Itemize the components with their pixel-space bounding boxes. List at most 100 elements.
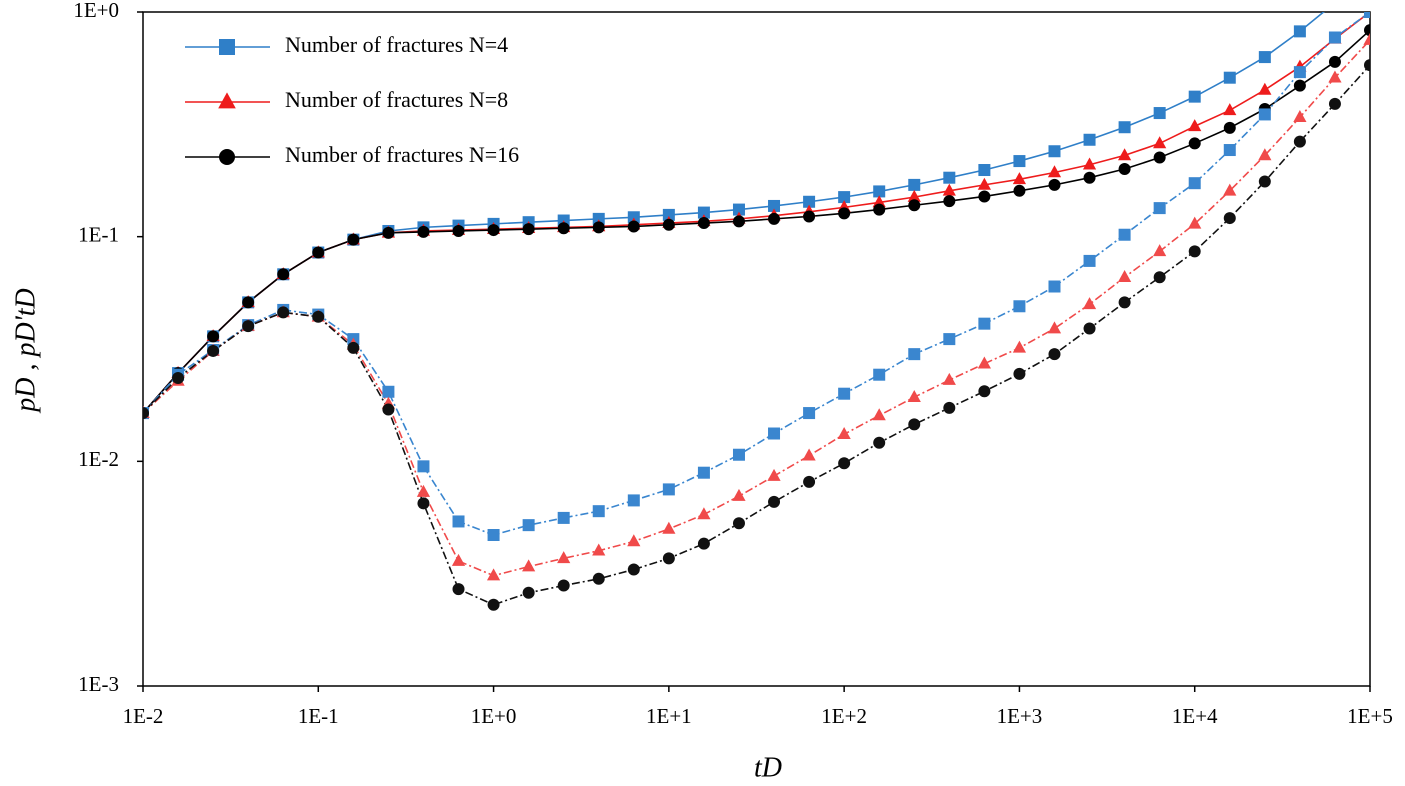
marker bbox=[767, 468, 781, 481]
marker bbox=[1328, 70, 1342, 83]
marker bbox=[1223, 183, 1237, 196]
marker bbox=[907, 389, 921, 402]
marker bbox=[838, 207, 851, 220]
marker bbox=[907, 189, 921, 202]
marker bbox=[382, 403, 395, 416]
marker bbox=[627, 494, 640, 507]
marker bbox=[1047, 165, 1062, 178]
x-axis-label: tD bbox=[754, 752, 782, 783]
marker bbox=[732, 488, 746, 501]
marker bbox=[768, 495, 781, 508]
marker bbox=[627, 220, 640, 233]
marker bbox=[1153, 136, 1167, 149]
marker bbox=[697, 537, 710, 550]
marker bbox=[1258, 148, 1272, 161]
marker bbox=[1048, 145, 1061, 158]
plot-area bbox=[143, 12, 1370, 611]
marker bbox=[1364, 24, 1370, 37]
marker bbox=[732, 215, 745, 228]
marker bbox=[1083, 322, 1096, 335]
marker bbox=[662, 552, 675, 565]
marker bbox=[277, 306, 290, 319]
marker bbox=[312, 246, 325, 259]
marker bbox=[1328, 55, 1341, 68]
marker bbox=[242, 296, 255, 309]
marker bbox=[312, 310, 325, 323]
marker bbox=[592, 221, 605, 234]
marker bbox=[592, 572, 605, 585]
marker bbox=[1223, 144, 1236, 157]
marker bbox=[1118, 163, 1131, 176]
marker bbox=[522, 586, 535, 599]
marker bbox=[1363, 32, 1370, 45]
marker bbox=[978, 385, 991, 398]
marker bbox=[1293, 135, 1306, 148]
series-line bbox=[143, 64, 1370, 606]
marker bbox=[1117, 270, 1132, 283]
marker bbox=[416, 484, 431, 497]
marker bbox=[487, 529, 500, 542]
marker bbox=[452, 224, 465, 237]
marker bbox=[873, 436, 886, 449]
marker bbox=[1188, 137, 1201, 150]
marker bbox=[207, 344, 220, 357]
marker bbox=[768, 212, 781, 225]
marker bbox=[1293, 66, 1306, 79]
x-tick-label: 1E+1 bbox=[646, 704, 692, 728]
marker bbox=[1013, 184, 1026, 197]
marker bbox=[1118, 228, 1131, 241]
marker bbox=[943, 333, 956, 346]
marker bbox=[592, 505, 605, 518]
marker bbox=[943, 401, 956, 414]
y-tick-label: 1E+0 bbox=[73, 0, 119, 22]
marker bbox=[557, 551, 571, 564]
marker bbox=[1083, 133, 1096, 146]
marker bbox=[1188, 90, 1201, 103]
marker bbox=[487, 224, 500, 237]
marker bbox=[1293, 79, 1306, 92]
legend-marker bbox=[218, 92, 236, 109]
marker bbox=[1258, 175, 1271, 188]
marker bbox=[382, 385, 395, 398]
marker bbox=[172, 371, 185, 384]
marker bbox=[417, 460, 430, 473]
marker bbox=[557, 511, 570, 524]
marker bbox=[838, 191, 851, 204]
marker bbox=[1118, 121, 1131, 134]
marker bbox=[1153, 151, 1166, 164]
y-axis-label: pD , pD'tD bbox=[10, 288, 41, 413]
marker bbox=[486, 568, 501, 581]
marker bbox=[1048, 178, 1061, 191]
marker bbox=[1328, 31, 1341, 44]
marker bbox=[1083, 171, 1096, 184]
marker bbox=[1083, 254, 1096, 267]
marker bbox=[417, 225, 430, 238]
marker bbox=[1153, 107, 1166, 120]
marker bbox=[803, 195, 816, 208]
marker bbox=[732, 517, 745, 530]
x-tick-label: 1E-2 bbox=[123, 704, 164, 728]
marker bbox=[1188, 119, 1202, 132]
marker bbox=[143, 407, 149, 420]
legend-marker bbox=[219, 149, 235, 165]
x-tick-label: 1E-1 bbox=[298, 704, 339, 728]
marker bbox=[452, 583, 465, 596]
marker bbox=[803, 475, 816, 488]
marker bbox=[908, 199, 921, 212]
marker bbox=[697, 466, 710, 479]
marker bbox=[1082, 297, 1097, 310]
marker bbox=[347, 341, 360, 354]
marker bbox=[943, 195, 956, 208]
marker bbox=[207, 330, 220, 343]
marker bbox=[662, 218, 675, 231]
marker bbox=[873, 203, 886, 216]
marker bbox=[872, 195, 886, 208]
marker bbox=[838, 457, 851, 470]
marker bbox=[1364, 12, 1370, 18]
marker bbox=[1188, 177, 1201, 190]
series-line bbox=[143, 12, 1325, 414]
marker bbox=[732, 448, 745, 461]
marker bbox=[803, 210, 816, 223]
marker bbox=[1013, 155, 1026, 168]
marker bbox=[697, 217, 710, 230]
